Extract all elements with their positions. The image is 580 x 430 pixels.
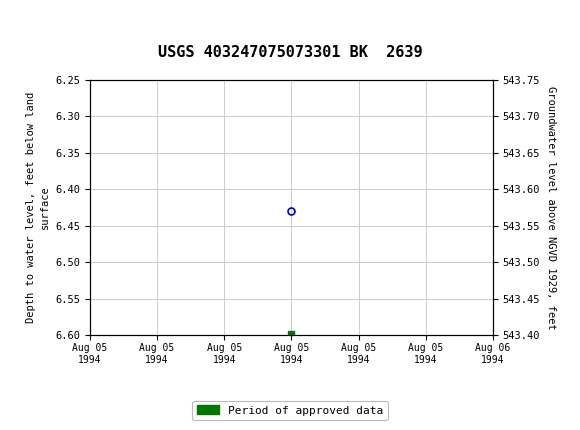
Y-axis label: Groundwater level above NGVD 1929, feet: Groundwater level above NGVD 1929, feet — [546, 86, 556, 329]
Text: ≡USGS: ≡USGS — [3, 12, 85, 33]
Y-axis label: Depth to water level, feet below land
surface: Depth to water level, feet below land su… — [26, 92, 50, 323]
Legend: Period of approved data: Period of approved data — [193, 401, 387, 420]
Text: USGS 403247075073301 BK  2639: USGS 403247075073301 BK 2639 — [158, 45, 422, 60]
